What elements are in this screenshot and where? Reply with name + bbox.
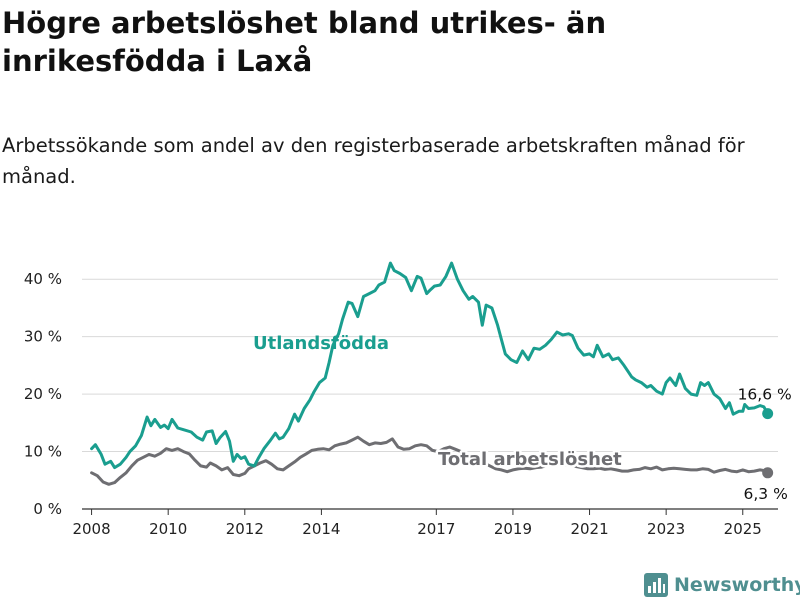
y-tick-label: 10 % [24, 443, 62, 461]
x-axis: 2008 2010 2012 2014 2017 2019 2021 2023 2025 [72, 508, 778, 538]
series-end-point [762, 467, 774, 479]
end-value-label-utlandsfodda: 16,6 % [738, 386, 792, 404]
series-label-utlandsfodda: Utlandsfödda [253, 333, 389, 354]
x-tick-label: 2025 [724, 520, 762, 538]
chart-title: Högre arbetslöshet bland utrikes- än inr… [2, 6, 607, 78]
bar-chart-logo-icon [644, 573, 668, 597]
x-tick-label: 2021 [570, 520, 608, 538]
x-tick-label: 2008 [72, 520, 110, 538]
x-tick-label: 2023 [647, 520, 685, 538]
x-tick-label: 2017 [417, 520, 455, 538]
x-tick-label: 2014 [302, 520, 340, 538]
y-tick-label: 0 % [33, 500, 62, 518]
x-tick-label: 2012 [226, 520, 264, 538]
end-value-label-total: 6,3 % [744, 485, 788, 503]
x-tick-label: 2019 [494, 520, 532, 538]
y-axis: 0 % 10 % 20 % 30 % 40 % [24, 270, 62, 518]
series-end-point [762, 408, 774, 420]
series-lines [90, 261, 774, 486]
gridlines [82, 278, 778, 453]
chart-subtitle: Arbetssökande som andel av den registerb… [2, 134, 745, 188]
brand-logo: Newsworthy [644, 571, 800, 599]
y-tick-label: 40 % [24, 270, 62, 288]
series-line-utlandsfodda [90, 261, 770, 470]
y-tick-label: 30 % [24, 328, 62, 346]
series-line-total [90, 435, 770, 486]
x-tick-label: 2010 [149, 520, 187, 538]
series-label-total: Total arbetslöshet [438, 449, 622, 470]
y-tick-label: 20 % [24, 385, 62, 403]
brand-name: Newsworthy [674, 574, 800, 596]
series-labels: Utlandsfödda Total arbetslöshet 16,6 % 6,3 … [253, 333, 792, 503]
